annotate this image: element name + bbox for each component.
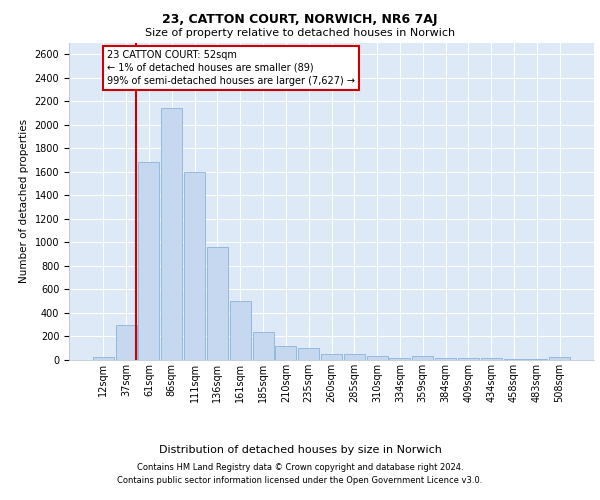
Bar (275, 346, 296, 360)
Bar (230, 300, 251, 360)
Bar (481, 358, 502, 360)
Text: Contains public sector information licensed under the Open Government Licence v3: Contains public sector information licen… (118, 476, 482, 485)
Bar (298, 348, 319, 360)
Text: 23, CATTON COURT, NORWICH, NR6 7AJ: 23, CATTON COURT, NORWICH, NR6 7AJ (162, 12, 438, 26)
Bar (549, 357, 570, 360)
Bar (435, 358, 456, 360)
Bar (412, 356, 433, 360)
Y-axis label: Number of detached properties: Number of detached properties (19, 119, 29, 284)
Bar (161, 108, 182, 360)
Bar (184, 172, 205, 360)
Bar (344, 354, 365, 360)
Text: Size of property relative to detached houses in Norwich: Size of property relative to detached ho… (145, 28, 455, 38)
Text: 23 CATTON COURT: 52sqm
← 1% of detached houses are smaller (89)
99% of semi-deta: 23 CATTON COURT: 52sqm ← 1% of detached … (107, 50, 355, 86)
Bar (321, 354, 342, 360)
Bar (207, 247, 228, 360)
Text: Contains HM Land Registry data © Crown copyright and database right 2024.: Contains HM Land Registry data © Crown c… (137, 464, 463, 472)
Bar (458, 358, 479, 360)
Bar (139, 162, 160, 360)
Bar (367, 356, 388, 360)
Text: Distribution of detached houses by size in Norwich: Distribution of detached houses by size … (158, 445, 442, 455)
Bar (116, 324, 137, 360)
Bar (389, 358, 410, 360)
Bar (526, 359, 547, 360)
Bar (253, 332, 274, 360)
Bar (93, 357, 114, 360)
